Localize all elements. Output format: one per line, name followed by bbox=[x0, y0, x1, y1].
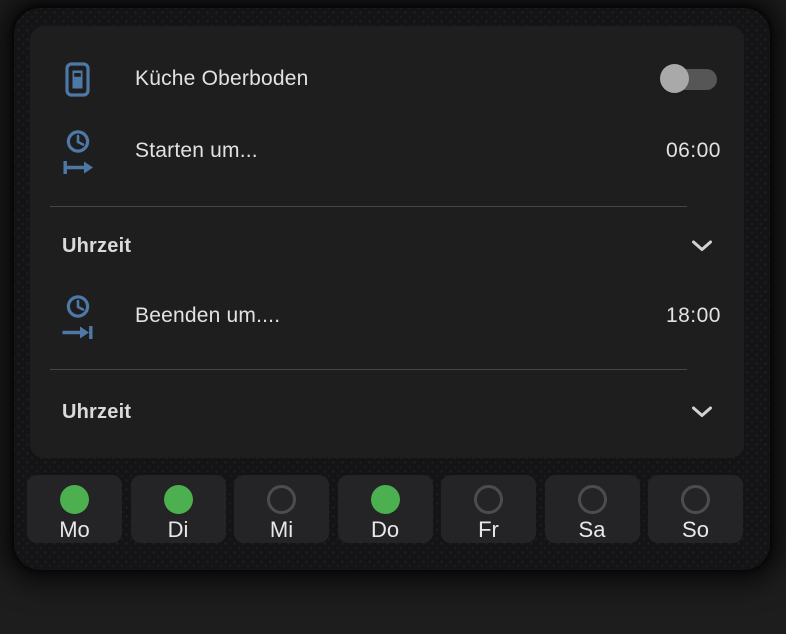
entity-title: Küche Oberboden bbox=[135, 67, 309, 90]
end-uhrzeit-label: Uhrzeit bbox=[62, 400, 132, 423]
day-selected-indicator bbox=[577, 485, 607, 514]
start-time-label: Starten um... bbox=[135, 139, 258, 162]
day-label: Fr bbox=[478, 517, 499, 542]
clock-start-icon bbox=[60, 128, 94, 175]
day-button-mo[interactable]: Mo bbox=[27, 475, 122, 543]
schedule-card: Küche Oberboden Starten um... 06:00 bbox=[30, 26, 744, 458]
toggle-knob bbox=[660, 64, 689, 93]
schedule-dialog: Küche Oberboden Starten um... 06:00 bbox=[14, 8, 770, 570]
day-button-mi[interactable]: Mi bbox=[234, 475, 329, 543]
day-button-fr[interactable]: Fr bbox=[441, 475, 536, 543]
day-label: Mo bbox=[59, 517, 90, 542]
day-selected-indicator bbox=[474, 485, 503, 514]
chevron-down-icon[interactable] bbox=[691, 240, 713, 252]
day-selected-indicator bbox=[370, 485, 400, 514]
day-selected-indicator bbox=[267, 485, 296, 514]
day-label: Mi bbox=[269, 517, 294, 542]
chevron-down-icon[interactable] bbox=[691, 406, 713, 418]
divider bbox=[50, 369, 687, 370]
end-time-row: Beenden um.... 18:00 bbox=[30, 288, 744, 344]
end-uhrzeit-expander[interactable]: Uhrzeit bbox=[30, 390, 744, 434]
day-label: Sa bbox=[578, 517, 606, 542]
end-time-label: Beenden um.... bbox=[135, 304, 281, 327]
start-time-value: 06:00 bbox=[665, 139, 721, 162]
day-button-do[interactable]: Do bbox=[337, 475, 433, 543]
day-selected-indicator bbox=[681, 485, 710, 514]
weekday-selector: Mo Di Mi Do Fr Sa So bbox=[27, 475, 743, 543]
day-label: Di bbox=[167, 517, 189, 542]
day-label: So bbox=[682, 517, 709, 542]
end-time-value: 18:00 bbox=[665, 304, 721, 327]
day-button-di[interactable]: Di bbox=[130, 475, 226, 543]
start-time-row: Starten um... 06:00 bbox=[30, 123, 744, 179]
start-uhrzeit-label: Uhrzeit bbox=[62, 234, 132, 257]
day-label: Do bbox=[370, 517, 400, 542]
divider bbox=[50, 206, 687, 207]
start-uhrzeit-expander[interactable]: Uhrzeit bbox=[30, 224, 744, 268]
light-switch-icon bbox=[60, 61, 94, 97]
day-selected-indicator bbox=[163, 485, 193, 514]
day-selected-indicator bbox=[60, 485, 89, 514]
day-button-so[interactable]: So bbox=[648, 475, 743, 543]
day-button-sa[interactable]: Sa bbox=[544, 475, 640, 543]
entity-header-row: Küche Oberboden bbox=[30, 51, 744, 107]
entity-toggle[interactable] bbox=[660, 64, 717, 94]
clock-end-icon bbox=[60, 293, 94, 340]
